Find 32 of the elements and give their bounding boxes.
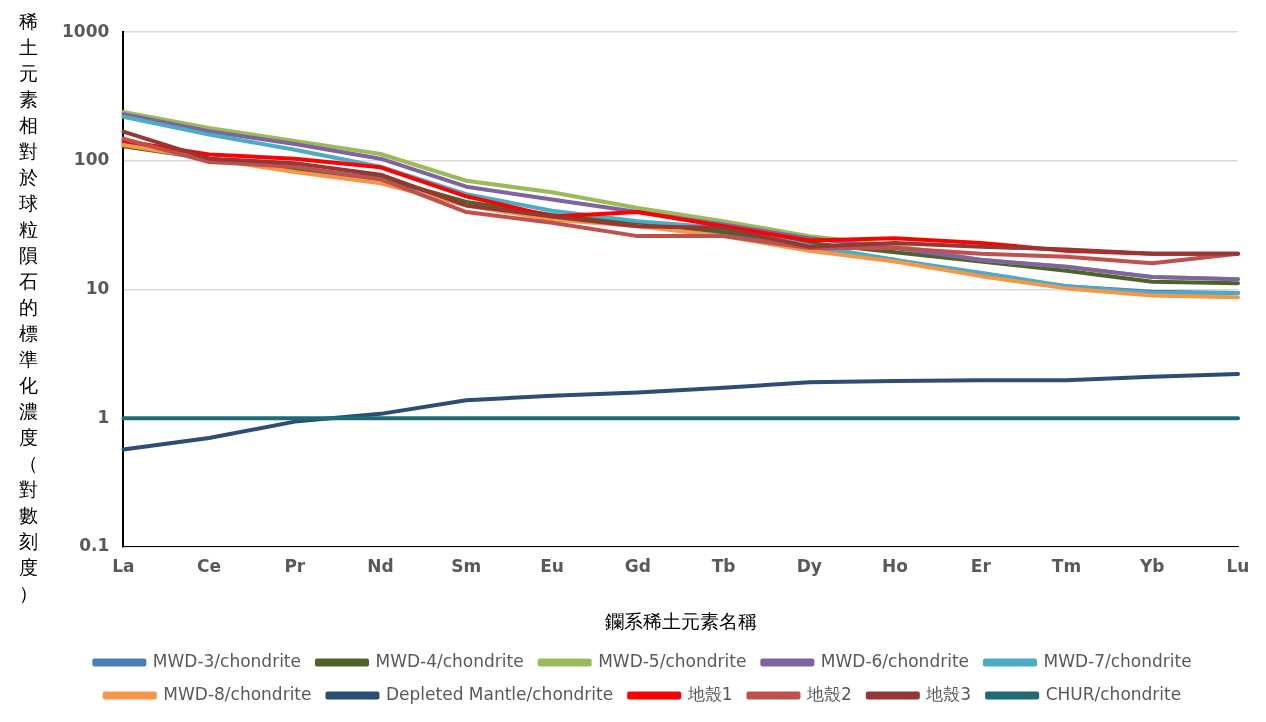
legend-label: MWD-8/chondrite (163, 683, 312, 704)
x-axis-title: 鑭系稀土元素名稱 (604, 609, 757, 632)
x-tick-label: Nd (367, 556, 394, 577)
text: 稀土元素相對於球粒隕石的標準化濃度（對數刻度） (18, 10, 38, 604)
y-tick-label: 0.1 (79, 535, 110, 556)
legend-label: MWD-4/chondrite (375, 650, 524, 671)
legend-label: 地殼2 (806, 683, 852, 704)
x-tick-label: Lu (1226, 556, 1250, 577)
legend-label: CHUR/chondrite (1045, 683, 1182, 704)
legend-label: 地殼1 (686, 683, 733, 704)
x-tick-label: Eu (540, 556, 564, 577)
y-tick-label: 10 (85, 277, 110, 298)
legend-label: MWD-5/chondrite (598, 650, 747, 671)
x-tick-label: La (112, 556, 135, 577)
x-tick-label: Sm (451, 556, 482, 577)
y-tick-label: 1 (97, 406, 110, 427)
legend-label: Depleted Mantle/chondrite (385, 683, 614, 704)
x-tick-label: Er (970, 556, 992, 577)
x-tick-label: Ce (197, 556, 222, 577)
x-tick-label: Ho (882, 556, 908, 577)
legend-label: MWD-3/chondrite (152, 650, 301, 671)
x-tick-label: Tm (1051, 556, 1082, 577)
x-tick-label: Dy (796, 556, 822, 577)
legend-label: MWD-7/chondrite (1043, 650, 1192, 671)
legend-label: 地殼3 (925, 683, 972, 704)
y-tick-label: 1000 (61, 20, 110, 41)
x-tick-label: Yb (1139, 556, 1165, 577)
y-tick-label: 100 (73, 149, 110, 170)
x-tick-label: Pr (284, 556, 306, 577)
x-tick-label: Gd (624, 556, 651, 577)
x-tick-label: Tb (711, 556, 736, 577)
legend-label: MWD-6/chondrite (820, 650, 970, 671)
